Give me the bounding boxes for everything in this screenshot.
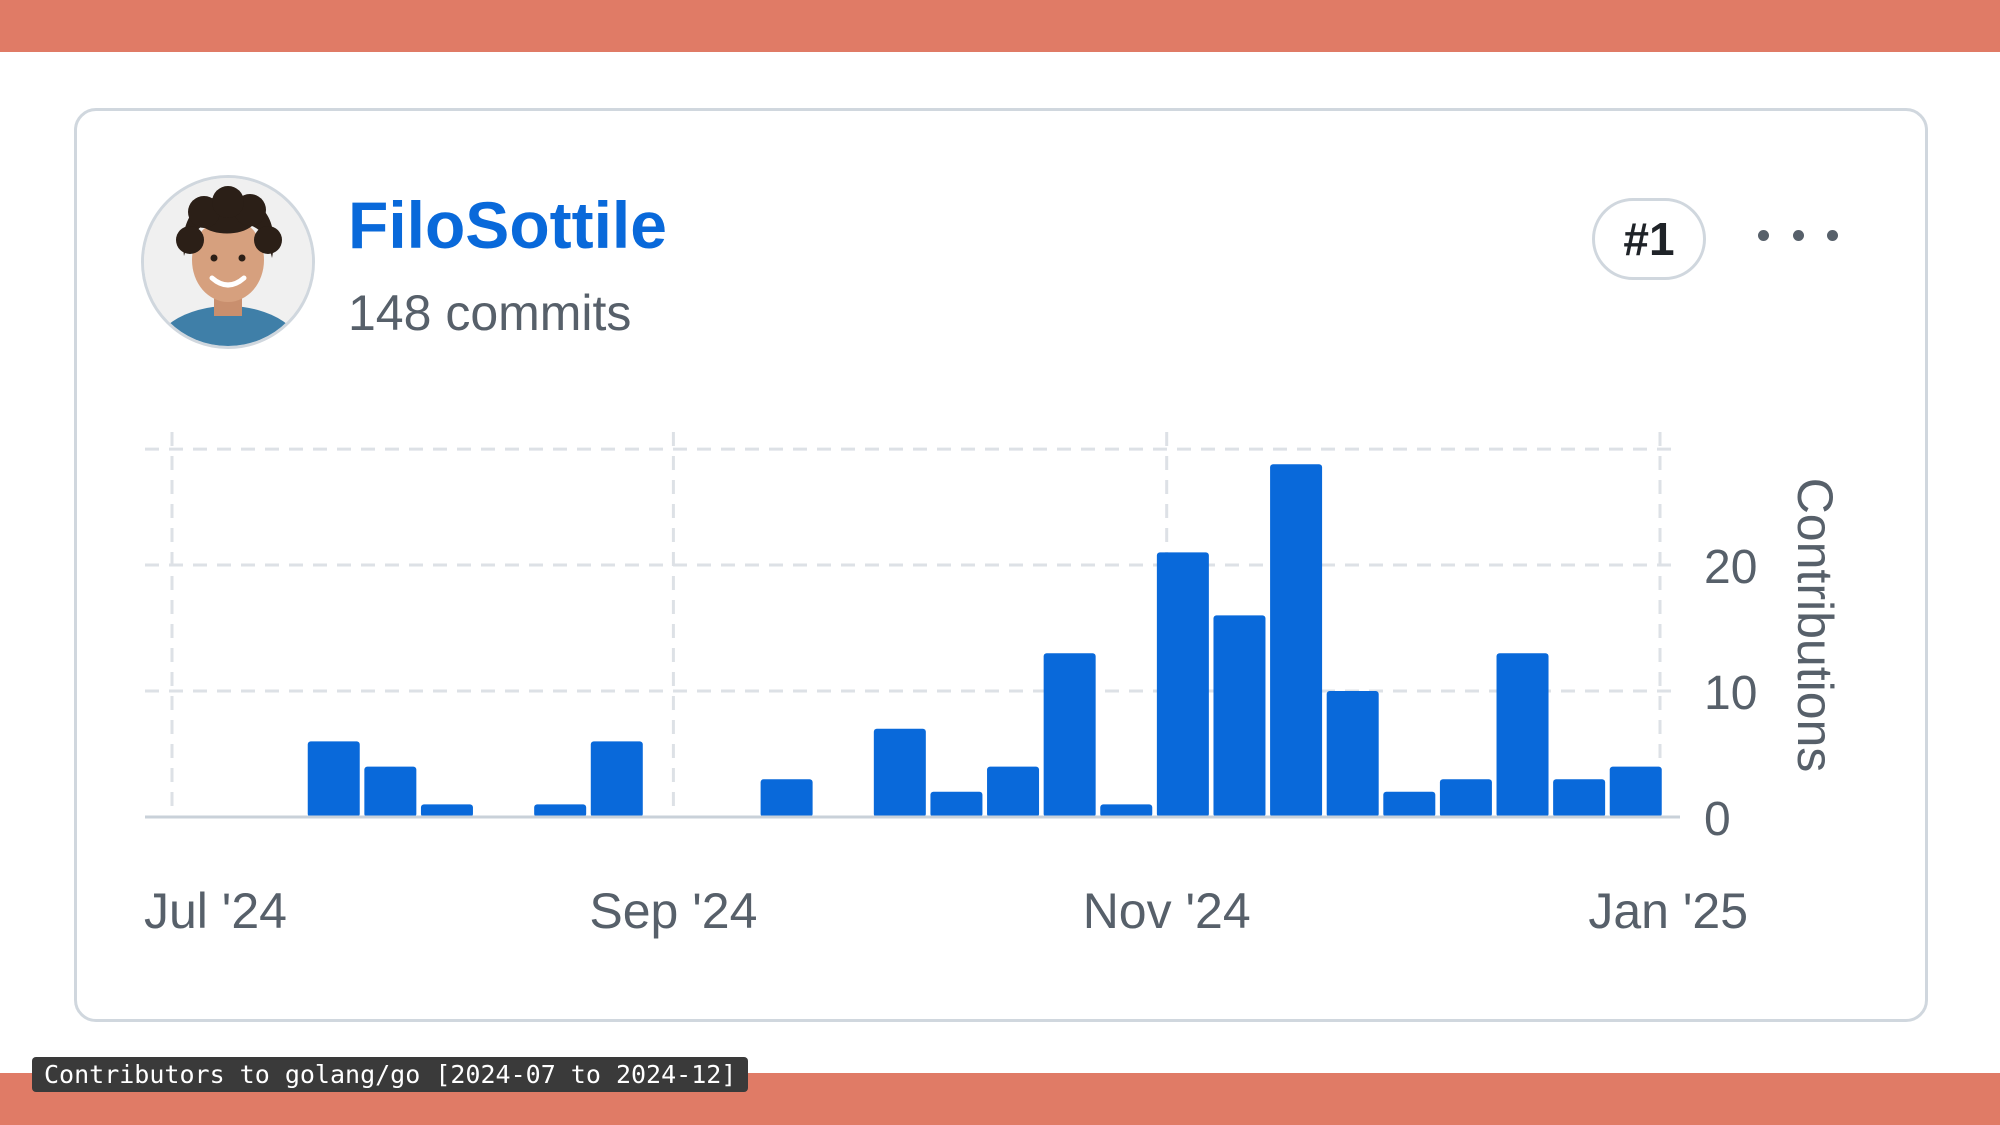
- more-options-button[interactable]: [1758, 214, 1838, 256]
- avatar-photo-icon: [144, 178, 312, 346]
- top-accent-band: [0, 0, 2000, 52]
- kebab-horizontal-icon: [1792, 229, 1804, 241]
- kebab-horizontal-icon: [1758, 229, 1769, 241]
- caption-label: Contributors to golang/go [2024-07 to 20…: [32, 1057, 749, 1092]
- contributor-username-link[interactable]: FiloSottile: [348, 188, 667, 262]
- avatar[interactable]: [141, 175, 315, 349]
- rank-badge: #1: [1592, 198, 1706, 280]
- rank-badge-label: #1: [1623, 213, 1675, 265]
- kebab-horizontal-icon: [1827, 229, 1838, 241]
- commit-count: 148 commits: [348, 285, 632, 341]
